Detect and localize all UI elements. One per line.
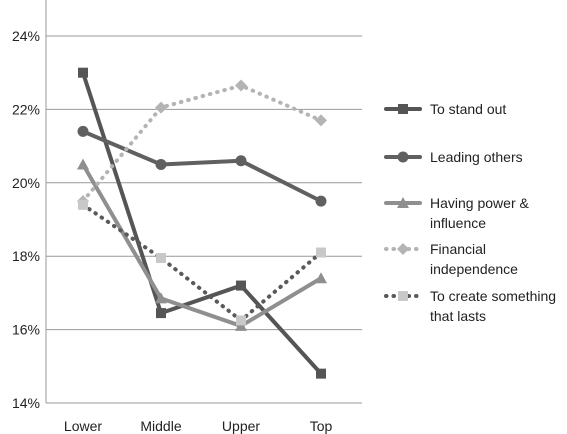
legend: To stand out Leading others Having power &… (384, 101, 556, 324)
data-point (155, 158, 167, 170)
legend-label: Financial (430, 241, 486, 257)
data-point (316, 247, 326, 258)
legend-label: To create something (430, 288, 556, 304)
legend-entry: Having power & influence (384, 195, 529, 231)
legend-marker (397, 243, 409, 255)
data-point (77, 125, 89, 137)
data-point (156, 308, 166, 319)
x-tick-label: Upper (222, 418, 260, 434)
legend-label: Having power & (430, 195, 529, 211)
data-point (155, 101, 167, 114)
y-tick-labels: 14% 16% 18% 20% 22% 24% (12, 28, 40, 411)
legend-marker (397, 151, 409, 163)
data-point (78, 199, 88, 210)
series-1 (77, 125, 327, 207)
legend-label: To stand out (430, 101, 506, 117)
series-line (81, 129, 323, 204)
legend-label: independence (430, 261, 518, 277)
legend-entry: Financial independence (384, 241, 518, 277)
legend-marker (398, 291, 408, 301)
legend-label: Leading others (430, 149, 523, 165)
x-tick-label: Top (310, 418, 333, 434)
y-tick-label: 22% (12, 101, 40, 117)
data-point (315, 114, 327, 127)
legend-entry: Leading others (384, 149, 523, 165)
data-point (235, 319, 247, 331)
series-line (81, 83, 323, 204)
series-4 (78, 199, 326, 326)
data-point (316, 368, 326, 379)
data-point (315, 195, 327, 207)
data-point (78, 67, 88, 78)
data-point (236, 280, 246, 291)
legend-label: that lasts (430, 308, 486, 324)
data-point (235, 79, 247, 92)
legend-label: influence (430, 215, 486, 231)
y-tick-label: 20% (12, 175, 40, 191)
series-line (81, 202, 323, 323)
series-lines (77, 67, 327, 379)
y-tick-label: 14% (12, 395, 40, 411)
legend-entry: To stand out (384, 101, 506, 117)
x-tick-label: Lower (64, 418, 102, 434)
y-tick-label: 16% (12, 322, 40, 338)
data-point (315, 272, 327, 284)
x-tick-label: Middle (140, 418, 181, 434)
series-0 (78, 67, 326, 379)
data-point (156, 253, 166, 264)
y-tick-label: 24% (12, 28, 40, 44)
data-point (235, 155, 247, 167)
data-point (77, 158, 89, 170)
gridlines (46, 35, 362, 404)
x-tick-labels: Lower Middle Upper Top (64, 418, 333, 434)
data-point (155, 292, 167, 304)
y-tick-label: 18% (12, 248, 40, 264)
legend-marker (397, 197, 409, 208)
series-line (81, 70, 323, 376)
legend-marker (398, 104, 408, 114)
data-point (236, 315, 246, 326)
legend-entry: To create something that lasts (384, 288, 556, 324)
